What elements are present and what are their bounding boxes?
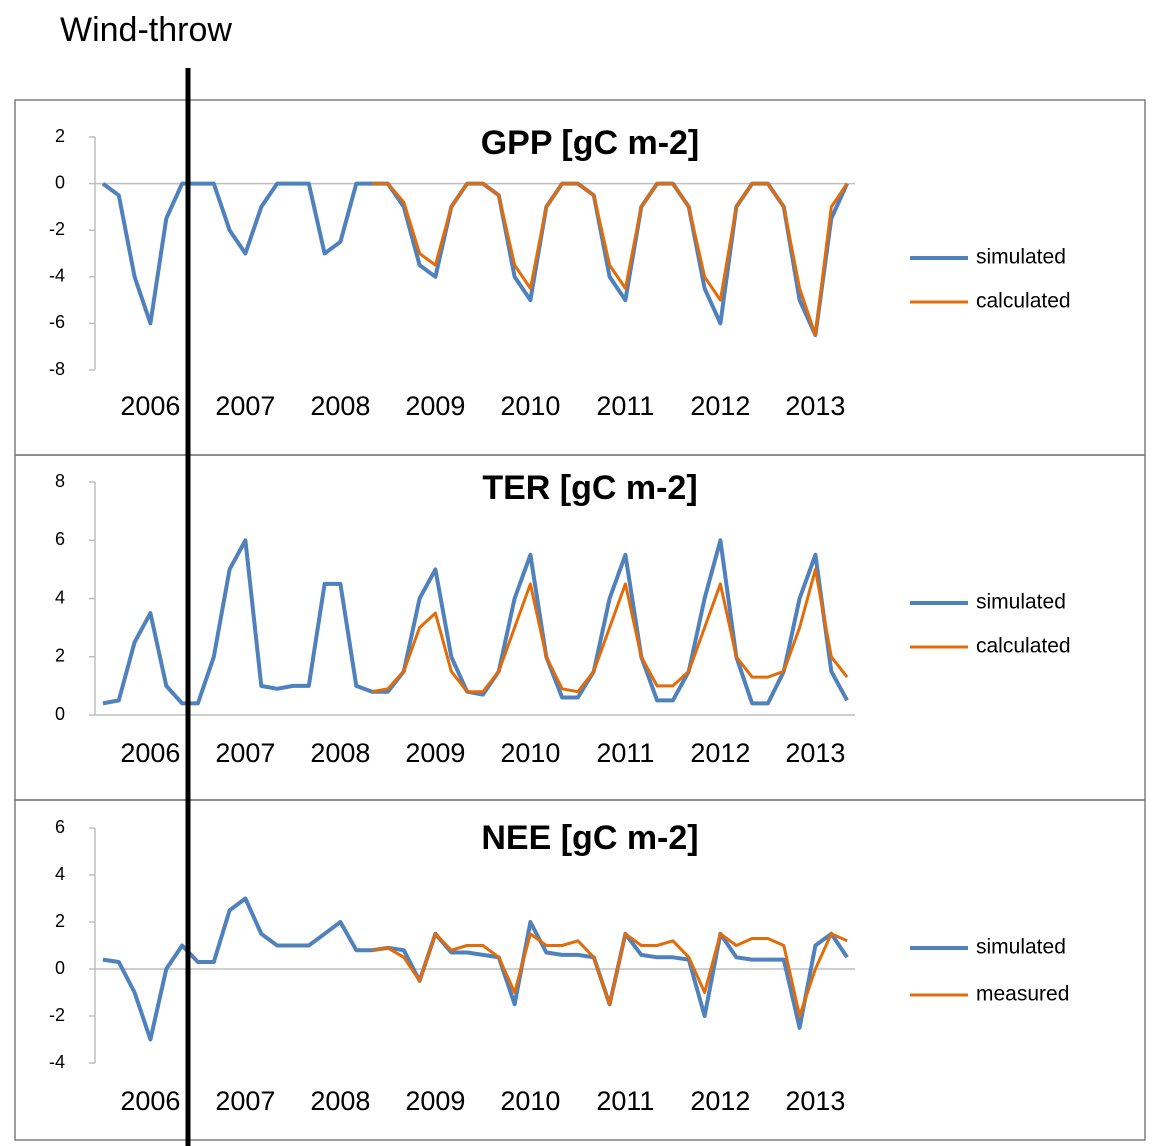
series-line [102, 896, 849, 1042]
y-tick-label: 2 [55, 911, 65, 931]
legend-label: calculated [976, 290, 1071, 313]
y-tick-label: 0 [55, 172, 65, 192]
x-tick-label: 2008 [310, 738, 370, 768]
y-tick-label: 4 [55, 864, 65, 884]
y-tick-label: -4 [49, 266, 65, 286]
x-tick-label: 2011 [596, 1086, 654, 1116]
y-tick-label: -4 [49, 1052, 65, 1072]
y-tick-label: 0 [55, 958, 65, 978]
x-tick-label: 2012 [690, 391, 750, 421]
x-tick-label: 2008 [310, 391, 370, 421]
x-tick-label: 2009 [405, 1086, 465, 1116]
legend-label: simulated [976, 591, 1066, 614]
legend-label: simulated [976, 246, 1066, 269]
x-tick-label: 2009 [405, 738, 465, 768]
x-tick-label: 2009 [405, 391, 465, 421]
x-tick-label: 2007 [215, 391, 275, 421]
x-tick-label: 2011 [596, 738, 654, 768]
panel-frame [14, 799, 1146, 1141]
x-tick-label: 2013 [785, 1086, 845, 1116]
x-tick-label: 2011 [596, 391, 654, 421]
y-tick-label: 6 [55, 817, 65, 837]
x-tick-label: 2006 [120, 1086, 180, 1116]
chart-title: TER [gC m-2] [482, 469, 697, 507]
x-tick-label: 2013 [785, 738, 845, 768]
series-line [371, 932, 848, 1018]
y-tick-label: -2 [49, 1005, 65, 1025]
x-tick-label: 2012 [690, 1086, 750, 1116]
y-tick-label: 6 [55, 529, 65, 549]
legend-label: calculated [976, 635, 1071, 658]
x-tick-label: 2007 [215, 738, 275, 768]
y-tick-label: -6 [49, 312, 65, 332]
chart-title: GPP [gC m-2] [481, 124, 700, 162]
series-line [371, 567, 849, 694]
y-tick-label: -2 [49, 219, 65, 239]
x-tick-label: 2006 [120, 391, 180, 421]
y-tick-label: 2 [55, 126, 65, 146]
legend-label: measured [976, 983, 1069, 1006]
annotation: Wind-throw [60, 11, 232, 49]
x-tick-label: 2010 [500, 1086, 560, 1116]
x-tick-label: 2013 [785, 391, 845, 421]
x-tick-label: 2012 [690, 738, 750, 768]
legend-label: simulated [976, 936, 1066, 959]
x-tick-label: 2010 [500, 738, 560, 768]
x-tick-label: 2007 [215, 1086, 275, 1116]
x-tick-label: 2006 [120, 738, 180, 768]
chart-title: NEE [gC m-2] [481, 819, 698, 857]
x-tick-label: 2008 [310, 1086, 370, 1116]
series-line [372, 182, 849, 337]
x-tick-label: 2010 [500, 391, 560, 421]
y-tick-label: 2 [55, 646, 65, 666]
y-tick-label: 4 [55, 587, 65, 607]
series-line [102, 538, 849, 706]
y-tick-label: 0 [55, 704, 65, 724]
y-tick-label: 8 [55, 471, 65, 491]
y-tick-label: -8 [49, 359, 65, 379]
